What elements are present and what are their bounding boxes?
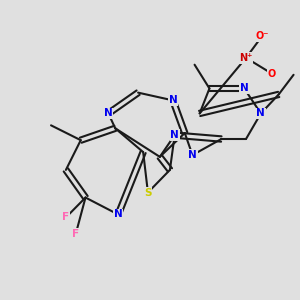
Text: N: N	[104, 108, 113, 118]
Text: F: F	[62, 212, 69, 223]
Text: N: N	[169, 95, 177, 105]
Text: N: N	[170, 130, 179, 140]
Text: N: N	[114, 209, 123, 220]
Text: O⁻: O⁻	[255, 31, 269, 41]
Text: S: S	[144, 188, 152, 197]
Text: O: O	[268, 69, 276, 79]
Text: N: N	[256, 108, 265, 118]
Text: N: N	[188, 150, 197, 160]
Text: F: F	[72, 229, 79, 239]
Text: N: N	[240, 83, 249, 94]
Text: N⁺: N⁺	[239, 53, 253, 63]
